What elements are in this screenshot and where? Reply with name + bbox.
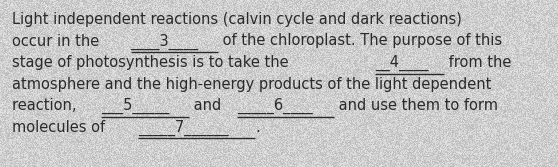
Text: and: and [189, 98, 226, 113]
Text: stage of photosynthesis is to take the: stage of photosynthesis is to take the [12, 55, 294, 70]
Text: Light independent reactions (calvin cycle and dark reactions): Light independent reactions (calvin cycl… [12, 12, 462, 27]
Text: reaction,: reaction, [12, 98, 81, 113]
Text: and use them to form: and use them to form [334, 98, 498, 113]
Text: _____7______: _____7______ [138, 120, 229, 136]
Text: of the chloroplast. The purpose of this: of the chloroplast. The purpose of this [218, 34, 503, 48]
Text: from the: from the [444, 55, 511, 70]
Text: __4____: __4____ [375, 55, 429, 71]
Text: molecules of: molecules of [12, 120, 110, 134]
Text: _____6____: _____6____ [237, 98, 312, 114]
Text: .: . [255, 120, 259, 134]
Text: atmosphere and the high-energy products of the light dependent: atmosphere and the high-energy products … [12, 76, 492, 92]
Text: ___5_____: ___5_____ [101, 98, 170, 114]
Text: ____3____: ____3____ [131, 34, 199, 50]
Text: occur in the: occur in the [12, 34, 104, 48]
